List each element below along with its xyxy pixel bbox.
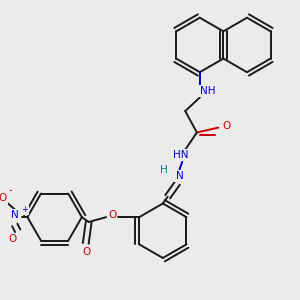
- Text: O: O: [108, 210, 116, 220]
- Text: -: -: [8, 185, 12, 195]
- Text: O: O: [0, 193, 6, 203]
- Text: O: O: [222, 121, 230, 131]
- Text: HN: HN: [172, 150, 188, 160]
- Text: O: O: [9, 235, 17, 244]
- Text: O: O: [82, 247, 91, 257]
- Text: +: +: [21, 205, 28, 214]
- Text: N: N: [176, 171, 183, 181]
- Text: H: H: [160, 165, 168, 176]
- Text: N: N: [11, 210, 19, 220]
- Text: NH: NH: [200, 86, 215, 96]
